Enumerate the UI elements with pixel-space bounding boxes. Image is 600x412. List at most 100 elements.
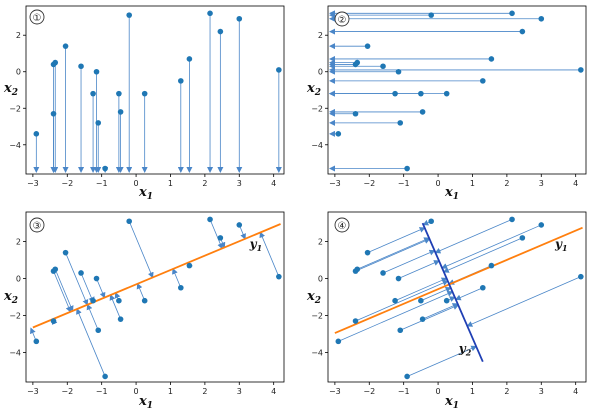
- data-point: [404, 373, 410, 380]
- data-point: [519, 235, 526, 241]
- y-tick-label: 0: [16, 68, 21, 77]
- data-point: [126, 12, 132, 18]
- projection-arrow: [434, 219, 513, 254]
- data-point: [488, 262, 495, 269]
- projection-arrow: [400, 304, 460, 331]
- projection-arrow: [357, 237, 431, 270]
- projection-arrow: [355, 238, 431, 272]
- x-axis-label: x1: [444, 185, 459, 202]
- projection-arrow: [172, 268, 182, 288]
- panel-badge: ①: [29, 9, 45, 25]
- data-point: [443, 90, 450, 97]
- x-tick-label: 3: [237, 387, 242, 396]
- x-tick-label: 4: [573, 387, 578, 396]
- data-point: [509, 10, 515, 17]
- data-point: [578, 67, 584, 73]
- x-ticks: −3 −2 −1 0 1 2 3 4: [329, 382, 578, 396]
- data-point: [95, 120, 102, 126]
- x-tick-label: −3: [27, 179, 39, 188]
- data-point: [276, 67, 282, 73]
- plot-frame: [25, 5, 285, 175]
- y-tick-label: 0: [318, 68, 323, 77]
- data-point: [395, 275, 402, 282]
- x-ticks: −3 −2 −1 0 1 2 3 4: [27, 174, 276, 188]
- projection-arrow: [54, 269, 74, 312]
- component-lines: [334, 222, 583, 363]
- data-point: [52, 59, 59, 66]
- y-tick-label: −2: [9, 311, 21, 320]
- data-point: [352, 110, 359, 117]
- x-tick-label: 4: [573, 179, 578, 188]
- projection-arrow: [382, 249, 436, 274]
- data-point: [50, 110, 57, 117]
- data-point: [428, 218, 435, 225]
- x-tick-label: −2: [363, 387, 375, 396]
- component-line-y1: [334, 226, 583, 334]
- data-point: [90, 90, 96, 97]
- x-tick-label: 3: [539, 179, 544, 188]
- panel-3: −3 −2 −1 0 1 2 3 4 −4 −2 0 2 y1 ③ x1 x2: [3, 211, 285, 411]
- data-point: [141, 297, 148, 304]
- x-tick-label: 2: [504, 387, 509, 396]
- y-axis-label: x2: [306, 81, 321, 98]
- x-tick-label: 2: [202, 387, 207, 396]
- component-line-y2: [421, 222, 484, 363]
- data-point: [126, 218, 132, 225]
- y-tick-label: 0: [318, 275, 323, 284]
- data-point: [186, 262, 193, 269]
- projection-arrow: [398, 260, 440, 279]
- y-tick-label: 2: [16, 31, 21, 40]
- x-axis-label: x1: [138, 394, 153, 411]
- projection-arrow: [128, 221, 154, 279]
- x-axis-label: x1: [444, 394, 459, 411]
- x-tick-label: 1: [470, 387, 475, 396]
- projection-arrow: [259, 231, 280, 277]
- y-tick-label: −2: [311, 104, 323, 113]
- data-point: [443, 297, 450, 304]
- data-point: [418, 297, 424, 304]
- y-ticks: −4 −2 0 2: [311, 31, 328, 150]
- x-tick-label: −3: [329, 387, 341, 396]
- x-tick-label: 1: [168, 179, 173, 188]
- y-tick-label: −4: [9, 348, 21, 357]
- data-point: [335, 131, 342, 137]
- x-tick-label: 0: [436, 179, 441, 188]
- x-tick-label: 4: [271, 387, 276, 396]
- data-point: [276, 273, 282, 280]
- data-points: [33, 10, 282, 172]
- x-axis-label: x1: [138, 185, 153, 202]
- badge-number: ①: [33, 13, 42, 24]
- projection-arrow: [394, 277, 448, 302]
- series-label: y2: [458, 341, 472, 357]
- data-point: [186, 56, 193, 62]
- projection-arrow: [96, 278, 106, 299]
- x-tick-label: 1: [168, 387, 173, 396]
- x-tick-label: −1: [398, 179, 410, 188]
- y-tick-label: 2: [318, 31, 323, 40]
- y-ticks: −4 −2 0 2: [311, 238, 328, 357]
- y-tick-label: 0: [16, 275, 21, 284]
- data-point: [419, 109, 426, 115]
- x-tick-label: 1: [470, 179, 475, 188]
- series-labels: y1 y2: [458, 237, 568, 357]
- data-point: [578, 273, 584, 280]
- x-tick-label: 2: [504, 179, 509, 188]
- y-tick-label: −2: [9, 104, 21, 113]
- data-point: [480, 78, 486, 84]
- x-tick-label: −1: [96, 387, 108, 396]
- x-tick-label: 2: [202, 179, 207, 188]
- data-point: [418, 90, 424, 97]
- badge-number: ③: [33, 221, 42, 232]
- projection-arrow: [355, 280, 449, 322]
- data-point: [217, 235, 224, 241]
- data-point: [116, 297, 122, 304]
- data-point: [236, 222, 243, 228]
- projection-arrows: [329, 10, 581, 172]
- data-point: [93, 68, 100, 75]
- data-point: [380, 270, 386, 276]
- data-point: [116, 90, 122, 97]
- data-point: [117, 316, 124, 322]
- data-point: [207, 10, 213, 17]
- x-tick-label: −3: [329, 179, 341, 188]
